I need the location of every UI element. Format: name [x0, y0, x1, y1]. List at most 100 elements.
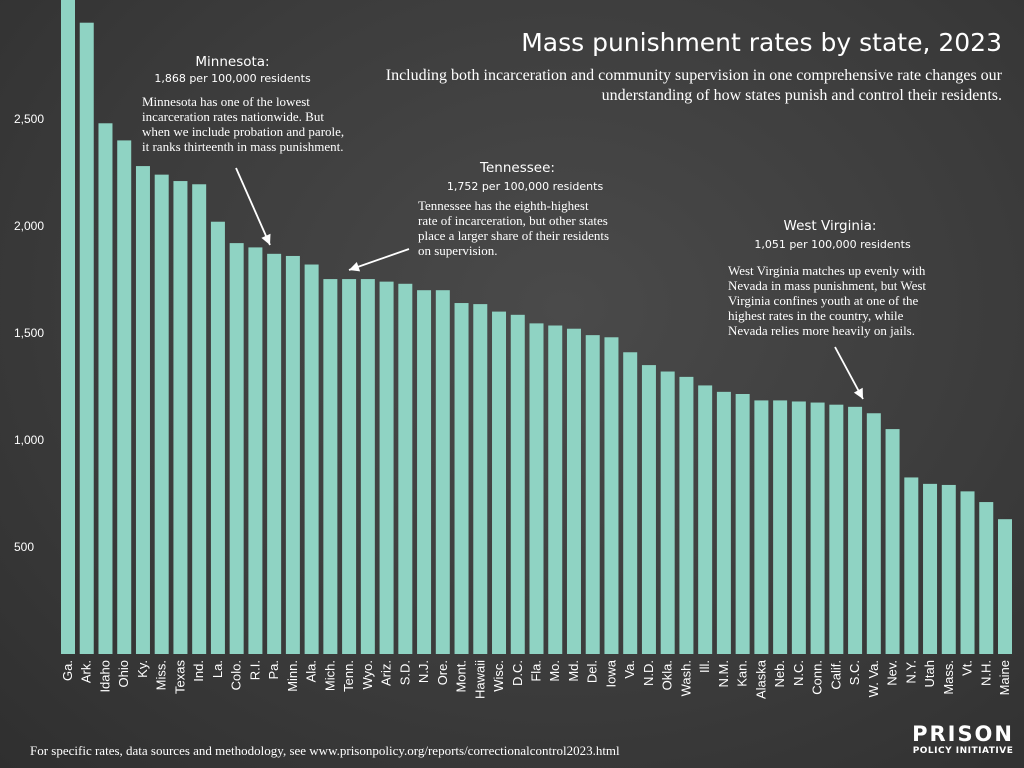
- y-tick-label: 2,500: [14, 112, 44, 126]
- bar: [829, 404, 844, 654]
- x-tick-label: S.D.: [397, 660, 412, 685]
- x-tick-label: Alaska: [753, 659, 768, 699]
- bar: [398, 283, 413, 654]
- x-tick-label: Ind.: [191, 660, 206, 682]
- x-tick-label: Minn.: [285, 660, 300, 692]
- x-tick-label: Wash.: [678, 660, 693, 696]
- annotation-line: rate of incarceration, but other states: [418, 213, 608, 228]
- x-tick-label: W. Va.: [866, 660, 881, 697]
- annotation-minnesota-body: Minnesota has one of the lowest incarcer…: [142, 94, 344, 154]
- bar: [173, 181, 188, 654]
- bar: [791, 401, 806, 654]
- arrow-head-icon: [261, 233, 271, 245]
- y-tick-label: 1,500: [14, 326, 44, 340]
- bar: [548, 325, 563, 654]
- logo-main-text: PRISON: [912, 722, 1014, 746]
- x-tick-label: Maine: [997, 660, 1012, 695]
- bar: [229, 243, 244, 654]
- x-tick-label: Ky.: [135, 660, 150, 678]
- bar: [379, 281, 394, 654]
- bar: [848, 406, 863, 654]
- bar: [135, 166, 150, 654]
- x-tick-label: Del.: [585, 660, 600, 683]
- bar: [566, 328, 581, 654]
- x-tick-label: Neb.: [772, 660, 787, 687]
- x-tick-label: Wisc.: [491, 660, 506, 692]
- x-tick-label: Iowa: [603, 659, 618, 687]
- x-tick-label: La.: [210, 660, 225, 678]
- annotation-minnesota-rate: 1,868 per 100,000 residents: [154, 72, 311, 85]
- annotation-line: Nevada in mass punishment, but West: [728, 278, 927, 293]
- annotation-line: highest rates in the country, while: [728, 308, 904, 323]
- bar: [117, 140, 132, 654]
- annotation-west-virginia-title: West Virginia:: [783, 218, 877, 234]
- arrow-line: [235, 167, 271, 246]
- bar: [417, 290, 432, 654]
- bar: [885, 429, 900, 654]
- x-tick-label: N.Y.: [903, 660, 918, 684]
- x-tick-label: Ohio: [116, 660, 131, 687]
- x-tick-label: N.M.: [716, 660, 731, 687]
- bar: [98, 123, 113, 654]
- annotation-tennessee-rate: 1,752 per 100,000 residents: [446, 180, 604, 193]
- annotation-line: Nevada relies more heavily on jails.: [728, 323, 915, 338]
- x-tick-label: Vt.: [960, 660, 975, 676]
- x-tick-label: Colo.: [229, 660, 244, 690]
- x-tick-label: Idaho: [97, 660, 112, 693]
- x-tick-label: Va.: [622, 660, 637, 679]
- bar: [754, 400, 769, 654]
- x-tick-label: Ariz.: [379, 660, 394, 686]
- bar: [267, 253, 282, 654]
- annotation-line: on supervision.: [418, 243, 498, 258]
- bar: [154, 174, 169, 654]
- bars: [61, 0, 1012, 654]
- bar: [529, 323, 544, 654]
- bar: [604, 337, 619, 654]
- annotation-line: West Virginia matches up evenly with: [728, 263, 926, 278]
- bar: [342, 279, 357, 654]
- bar: [473, 304, 488, 654]
- annotation-line: place a larger share of their residents: [418, 228, 610, 243]
- bar: [323, 279, 338, 654]
- prison-policy-initiative-logo: PRISON POLICY INITIATIVE: [912, 723, 1014, 757]
- bar: [923, 483, 938, 654]
- bar: [435, 290, 450, 654]
- x-tick-label: Ill.: [697, 660, 712, 673]
- x-tick-label: R.I.: [247, 660, 262, 680]
- x-tick-label: Mich.: [322, 660, 337, 691]
- bar: [979, 502, 994, 654]
- x-tick-label: N.J.: [416, 660, 431, 683]
- annotation-line: Minnesota has one of the lowest: [142, 94, 310, 109]
- x-tick-label: Tenn.: [341, 660, 356, 692]
- x-tick-label: Miss.: [154, 660, 169, 690]
- annotation-line: when we include probation and parole,: [142, 124, 345, 139]
- bar: [866, 413, 881, 654]
- bar: [285, 255, 300, 654]
- x-tick-label: Ga.: [60, 660, 75, 681]
- y-tick-label: 500: [14, 540, 34, 554]
- chart-subtitle: Including both incarceration and communi…: [385, 67, 1002, 104]
- annotation-tennessee-title: Tennessee:: [480, 160, 555, 176]
- x-axis: Ga. Ark. Idaho Ohio Ky. Miss. Texas Ind. La. Colo…: [60, 659, 1012, 699]
- arrow-line: [348, 248, 410, 271]
- x-tick-label: Ark.: [79, 660, 94, 683]
- x-tick-label: D.C.: [510, 660, 525, 686]
- annotation-line: incarceration rates nationwide. But: [142, 109, 324, 124]
- bar: [454, 303, 469, 654]
- bar: [623, 352, 638, 654]
- x-tick-label: Pa.: [266, 660, 281, 680]
- x-tick-label: S.C.: [847, 660, 862, 685]
- x-tick-label: N.C.: [791, 660, 806, 686]
- bar: [61, 0, 75, 654]
- bar: [660, 371, 675, 654]
- annotation-arrows: [235, 167, 864, 400]
- bar: [735, 393, 750, 654]
- annotation-west-virginia-rate: 1,051 per 100,000 residents: [754, 238, 911, 251]
- bar: [716, 391, 731, 654]
- x-tick-label: Wyo.: [360, 660, 375, 690]
- bar: [248, 247, 263, 654]
- x-tick-label: Fla.: [529, 660, 544, 682]
- bar: [304, 264, 319, 654]
- x-tick-label: Mass.: [941, 660, 956, 695]
